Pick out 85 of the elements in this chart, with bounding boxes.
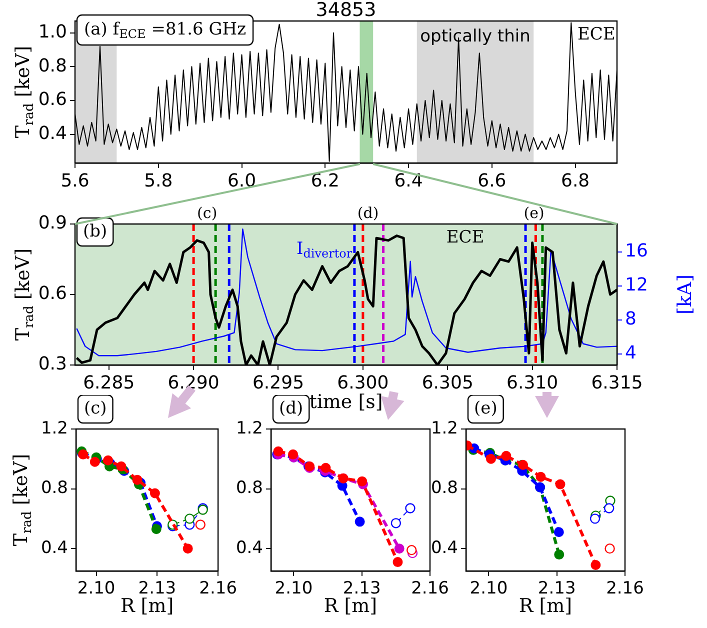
point	[394, 544, 404, 554]
annotation: (e)	[524, 204, 544, 222]
y-axis-title: Trad [keV]	[10, 454, 36, 546]
y-tick-label: 0.6	[38, 89, 67, 110]
point	[604, 503, 614, 514]
band-label: optically thin	[420, 26, 530, 46]
point	[132, 474, 142, 485]
x-axis-title: time [s]	[309, 390, 383, 413]
x-tick-label: 2.10	[274, 578, 313, 599]
y-tick-label: 1.2	[40, 418, 68, 438]
x-tick-label: 6.305	[422, 372, 474, 394]
y-tick-label: 0.8	[430, 478, 458, 498]
series-label: ECE	[446, 228, 484, 248]
x-tick-label: 6.4	[394, 170, 423, 192]
chart-title: (c)	[84, 398, 107, 418]
y-tick-label: 0.9	[38, 212, 67, 234]
x-tick-label: 6.315	[591, 372, 643, 394]
x-tick-label: 6.2	[310, 170, 340, 192]
point	[555, 479, 566, 490]
chart-title: 34853	[316, 0, 376, 21]
y-tick-label: 0.4	[38, 122, 67, 144]
point	[151, 524, 162, 534]
point	[288, 449, 298, 460]
x-tick-label: 6.295	[252, 372, 304, 394]
point	[273, 446, 284, 456]
y-tick-label: 0.4	[236, 538, 263, 558]
y-tick-label: 0.4	[40, 538, 68, 558]
point	[150, 488, 160, 498]
point	[182, 544, 193, 554]
series-label: ECE	[577, 24, 616, 45]
x-tick-label: 2.16	[606, 578, 644, 599]
y-tick-label: 0.8	[236, 478, 263, 498]
x-tick-label: 6.6	[478, 170, 506, 192]
point	[590, 514, 600, 524]
y-tick-label: 0.8	[38, 55, 67, 76]
point	[357, 476, 368, 486]
y2-tick-label: 4	[625, 342, 636, 364]
point	[554, 550, 564, 560]
y-axis-title: Trad [keV]	[12, 46, 38, 138]
point	[501, 450, 512, 461]
point	[354, 516, 365, 527]
y2-tick-label: 12	[625, 274, 648, 296]
point	[554, 527, 564, 538]
x-tick-label: 6.310	[506, 372, 558, 394]
point	[103, 455, 114, 466]
x-tick-label: 6.290	[168, 372, 220, 394]
x-tick-label: 2.10	[77, 578, 116, 599]
x-tick-label: 6.0	[227, 170, 256, 192]
point	[90, 456, 100, 467]
y-tick-label: 1.2	[430, 418, 458, 438]
x-tick-label: 5.8	[144, 170, 173, 192]
point	[392, 557, 403, 568]
chart-title: (b)	[83, 221, 108, 242]
x-tick-label: 2.16	[199, 578, 238, 599]
x-tick-label: 5.6	[60, 170, 90, 192]
point	[590, 560, 601, 570]
chart-title: (d)	[279, 398, 304, 418]
annotation: (c)	[197, 204, 218, 222]
point	[195, 520, 206, 530]
x-tick-label: 6.300	[337, 372, 389, 394]
y2-tick-label: 16	[625, 240, 648, 262]
point	[184, 514, 195, 524]
point	[536, 472, 546, 482]
x-tick-label: 2.10	[470, 578, 508, 599]
y-axis-title: Trad [keV]	[12, 248, 38, 341]
point	[486, 454, 496, 464]
y-tick-label: 1.0	[38, 22, 67, 43]
point	[604, 543, 615, 554]
point	[405, 503, 416, 514]
point	[116, 461, 126, 472]
annotation: (d)	[357, 204, 379, 222]
point	[320, 462, 331, 473]
y-tick-label: 1.2	[236, 418, 263, 438]
x-tick-label: 6.8	[560, 170, 590, 192]
x-tick-label: 6.285	[83, 372, 135, 394]
y2-tick-label: 8	[625, 308, 636, 330]
y-tick-label: 0.6	[38, 283, 67, 304]
y2-axis-title: [kA]	[674, 274, 696, 315]
y-tick-label: 0.4	[430, 538, 458, 558]
y-tick-label: 0.3	[38, 354, 67, 375]
x-tick-label: 2.16	[411, 578, 449, 599]
chart-title: (e)	[474, 398, 498, 418]
point	[406, 544, 417, 556]
y-tick-label: 0.8	[40, 478, 68, 498]
point	[390, 518, 402, 528]
